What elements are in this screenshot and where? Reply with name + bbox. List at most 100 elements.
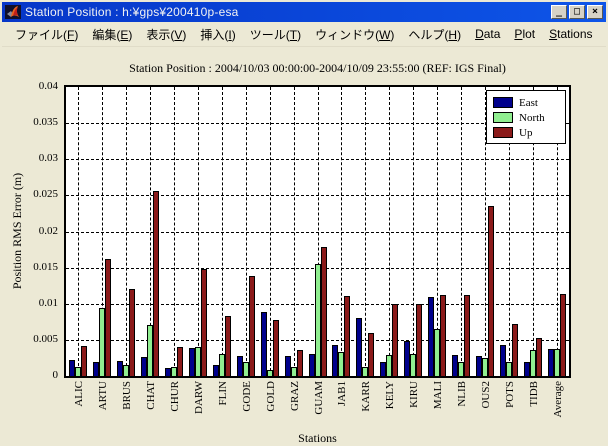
menu-item-window[interactable]: ウィンドウ(W) — [315, 27, 395, 42]
y-tick-label: 0.005 — [33, 332, 58, 345]
legend-entry-north: North — [493, 110, 565, 125]
bar-up-gode — [248, 275, 255, 376]
bar-up-jab1 — [344, 295, 351, 376]
bar-east-pots — [500, 344, 507, 376]
x-tick-label-karr: KARR — [360, 381, 373, 412]
bar-north-ous2 — [482, 357, 489, 376]
bar-up-guam — [320, 246, 327, 376]
gridline-v — [293, 87, 295, 376]
bar-up-pots — [512, 323, 519, 376]
plot-area: East North Up — [64, 85, 571, 378]
bar-up-artu — [104, 258, 111, 376]
bar-up-flin — [224, 316, 231, 376]
bar-north-graz — [290, 366, 297, 376]
bar-north-brus — [122, 365, 129, 376]
bar-up-alic — [80, 345, 87, 376]
menu-item-help[interactable]: ヘルプ(H) — [408, 27, 462, 42]
bar-north-karr — [362, 366, 369, 376]
bar-east-gold — [260, 312, 267, 376]
close-button[interactable]: × — [587, 5, 603, 19]
menu-item-plot[interactable]: Plot — [514, 27, 536, 41]
bar-north-artu — [98, 308, 105, 376]
x-tick-label-guam: GUAM — [312, 381, 325, 415]
bar-up-gold — [272, 319, 279, 376]
bar-north-kely — [386, 355, 393, 376]
gridline-v — [485, 87, 487, 376]
legend-entry-east: East — [493, 95, 565, 110]
x-tick-label-mali: MALI — [432, 381, 445, 410]
x-tick-label-nlib: NLIB — [456, 381, 469, 407]
y-tick-label: 0 — [52, 369, 59, 381]
maximize-button[interactable]: □ — [569, 5, 585, 19]
bar-north-chur — [170, 366, 177, 376]
bar-east-gode — [236, 355, 243, 376]
gridline-v — [533, 87, 535, 376]
bar-north-mali — [434, 329, 441, 376]
minimize-button[interactable]: _ — [551, 5, 567, 19]
chart-title: Station Position : 2004/10/03 00:00:00-2… — [129, 61, 506, 75]
gridline-v — [125, 87, 127, 376]
x-tick-label-brus: BRUS — [120, 381, 133, 410]
bar-east-ous2 — [476, 355, 483, 376]
legend-label: Up — [519, 126, 533, 139]
legend-swatch-east — [493, 97, 513, 108]
bar-east-artu — [92, 361, 99, 376]
gridline-v — [557, 87, 559, 376]
bar-east-kiru — [404, 341, 411, 376]
bar-up-darw — [200, 269, 207, 376]
gridline-v — [173, 87, 175, 376]
bar-up-chur — [176, 347, 183, 376]
y-tick-label: 0.01 — [38, 296, 58, 309]
legend-label: East — [519, 96, 538, 109]
bar-north-jab1 — [338, 352, 345, 376]
bar-up-brus — [128, 288, 135, 376]
x-tick-label-graz: GRAZ — [288, 381, 301, 411]
x-tick-label-kiru: KIRU — [408, 381, 421, 408]
gridline-v — [413, 87, 415, 376]
bar-north-gold — [266, 370, 273, 376]
bar-east-karr — [356, 318, 363, 376]
menu-item-edit[interactable]: 編集(E) — [92, 27, 133, 42]
figure-area: Station Position : 2004/10/03 00:00:00-2… — [2, 47, 606, 444]
y-tick-label: 0.035 — [33, 116, 58, 129]
x-tick-label-alic: ALIC — [72, 381, 85, 407]
bar-north-flin — [218, 354, 225, 376]
title-bar: Station Position : h:¥gps¥200410p-esa _ … — [2, 2, 606, 22]
matlab-flame-icon — [5, 5, 21, 19]
x-tick-label-darw: DARW — [192, 381, 205, 414]
menu-item-tools[interactable]: ツール(T) — [249, 27, 302, 42]
gridline-v — [461, 87, 463, 376]
gridline-v — [389, 87, 391, 376]
bar-up-chat — [152, 191, 159, 376]
gridline-v — [221, 87, 223, 376]
menu-item-data[interactable]: Data — [475, 27, 501, 41]
gridline-v — [365, 87, 367, 376]
bar-up-ous2 — [488, 205, 495, 376]
gridline-v — [197, 87, 199, 376]
menu-item-view[interactable]: 表示(V) — [146, 27, 187, 42]
y-tick-label: 0.03 — [38, 152, 58, 165]
bar-up-mali — [440, 295, 447, 376]
bar-north-gode — [242, 361, 249, 376]
bar-up-kiru — [416, 303, 423, 376]
gridline-v — [77, 87, 79, 376]
bar-up-tidb — [536, 338, 543, 376]
bar-east-darw — [188, 347, 195, 376]
bar-east-chat — [140, 356, 147, 376]
menu-item-stations[interactable]: Stations — [549, 27, 593, 41]
x-tick-label-chat: CHAT — [144, 381, 157, 410]
legend-swatch-up — [493, 127, 513, 138]
x-tick-label-artu: ARTU — [96, 381, 109, 411]
legend-swatch-north — [493, 112, 513, 123]
x-tick-label-gode: GODE — [240, 381, 253, 412]
bar-east-mali — [428, 296, 435, 376]
x-tick-label-tidb: TIDB — [528, 381, 541, 407]
gridline-v — [437, 87, 439, 376]
x-tick-label-jab1: JAB1 — [336, 381, 349, 407]
menu-item-insert[interactable]: 挿入(I) — [200, 27, 236, 42]
bar-north-alic — [74, 366, 81, 376]
menu-item-file[interactable]: ファイル(F) — [15, 27, 79, 42]
bar-east-brus — [116, 360, 123, 376]
menu-bar: ファイル(F) 編集(E) 表示(V) 挿入(I) ツール(T) ウィンドウ(W) ヘルプ(… — [2, 22, 606, 47]
